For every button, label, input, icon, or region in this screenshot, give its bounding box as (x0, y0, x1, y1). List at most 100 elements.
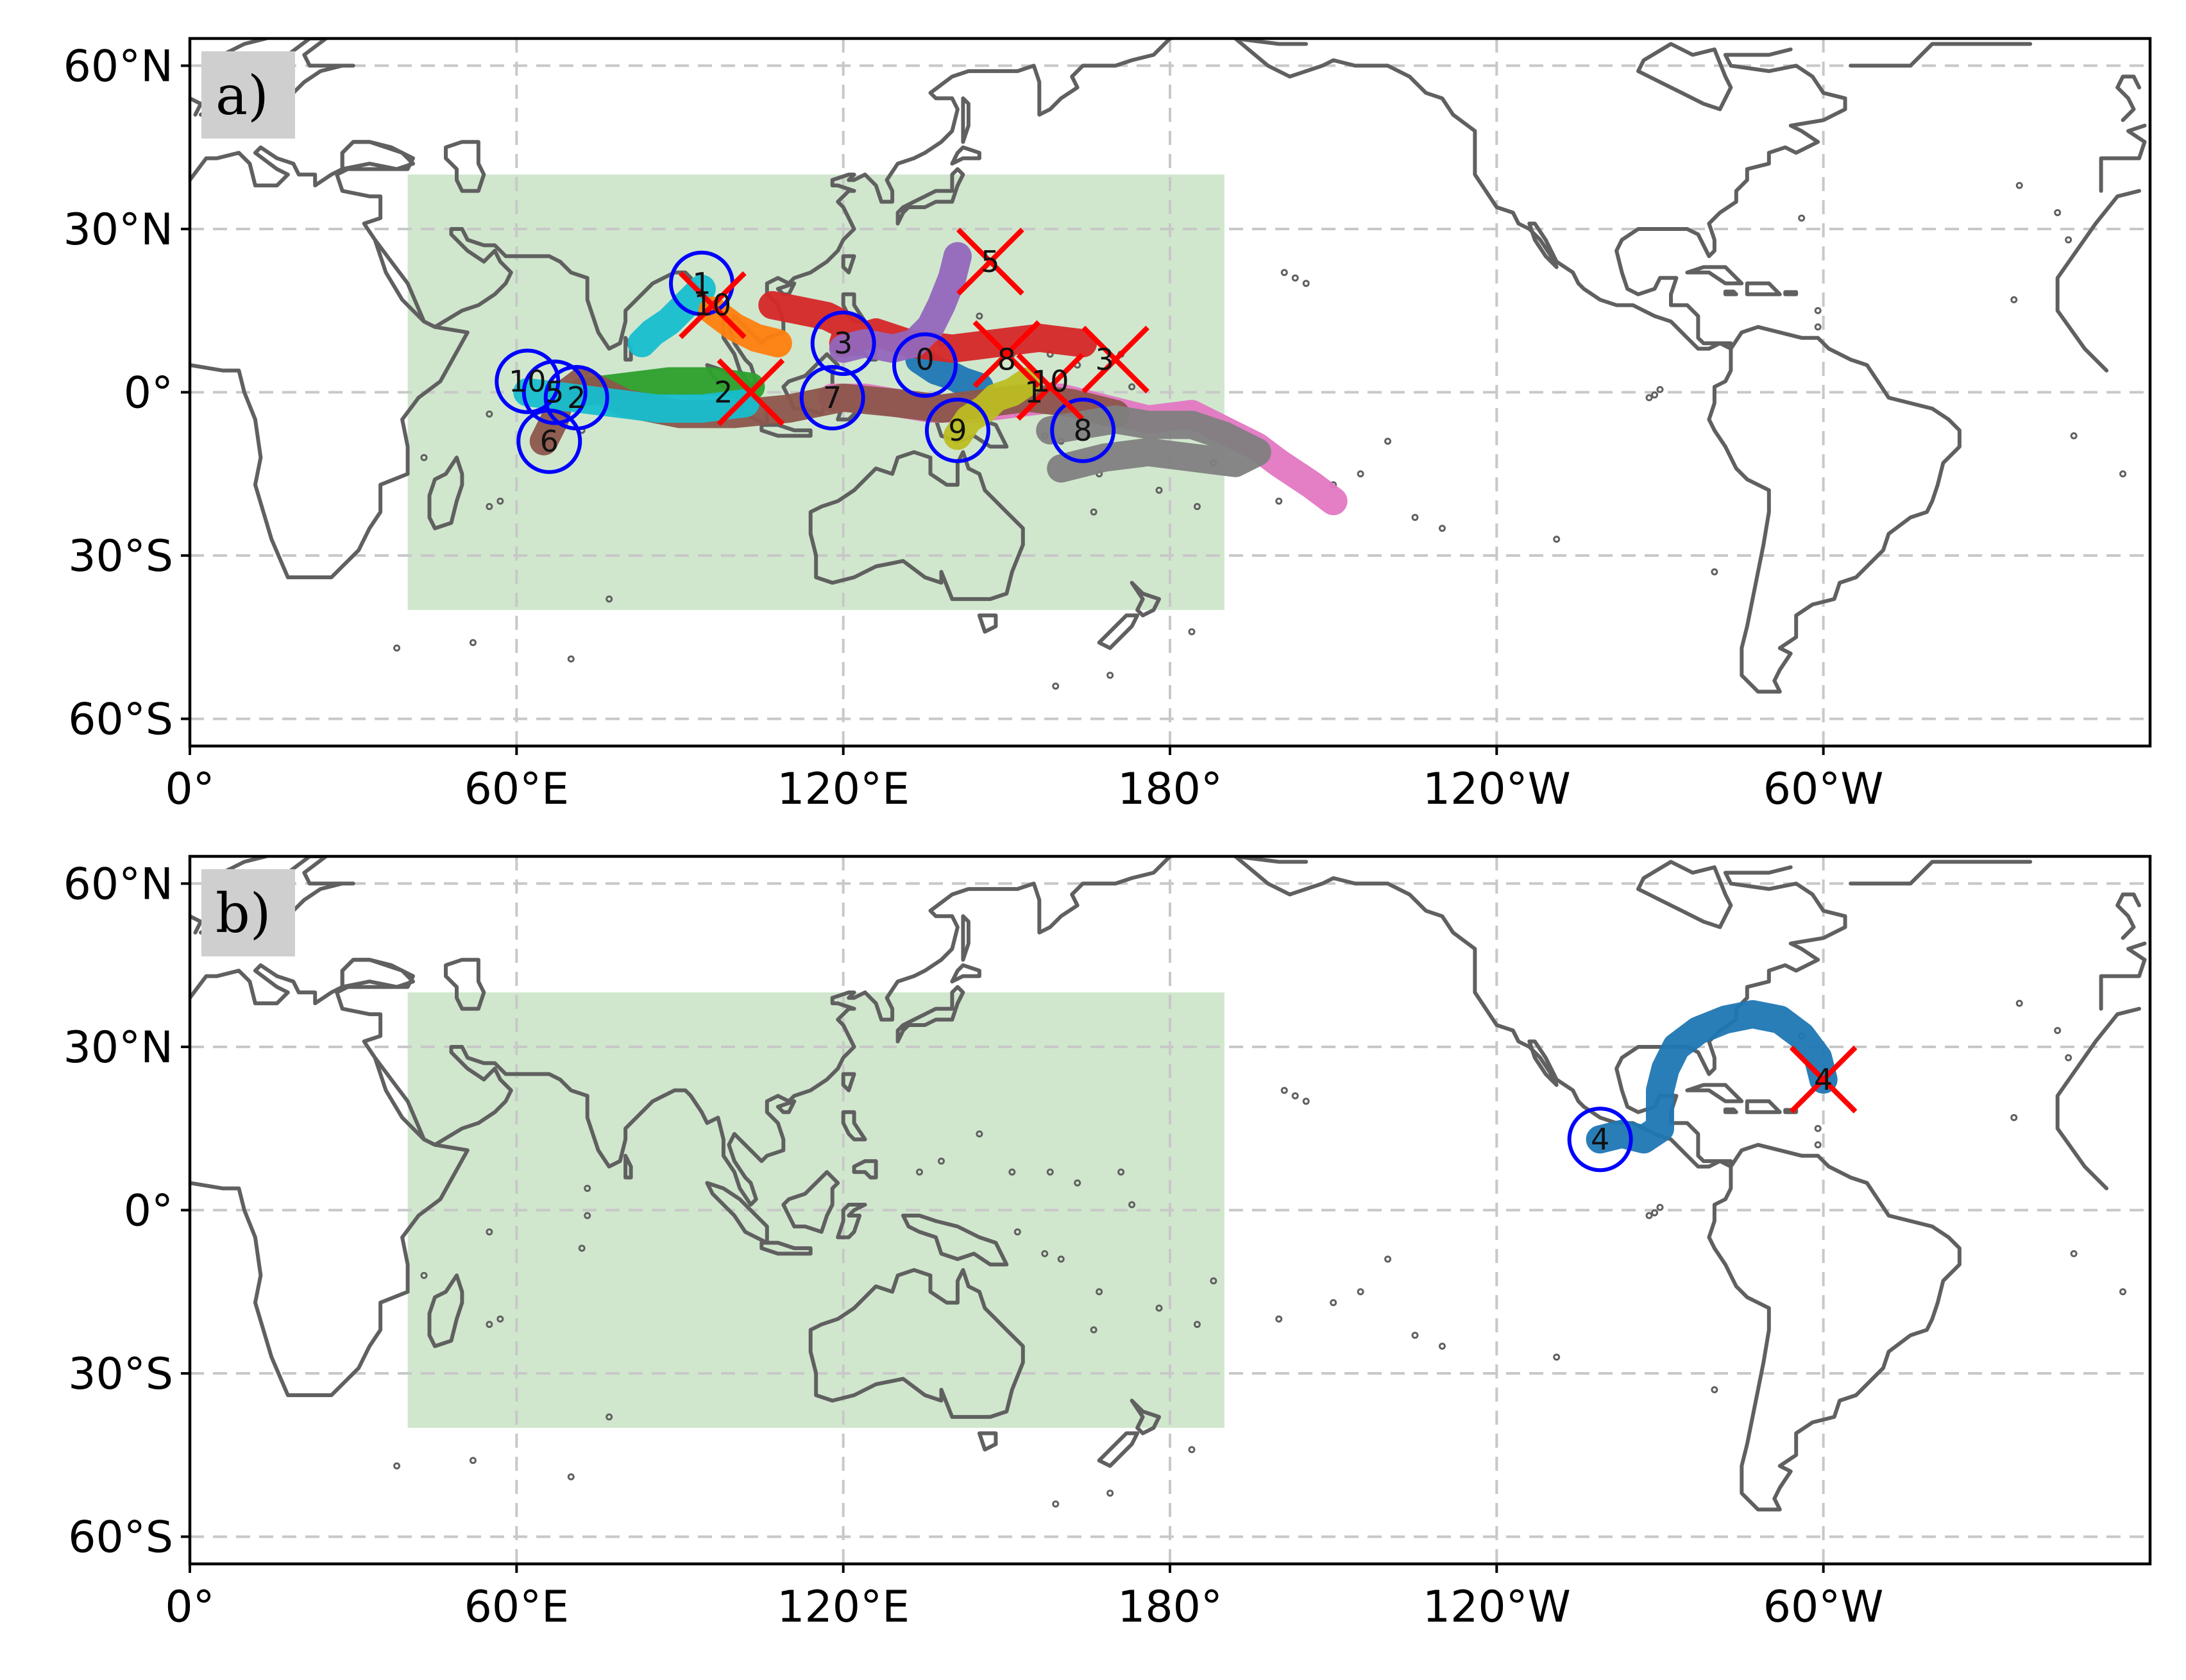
coastline (836, 1203, 867, 1239)
island (1814, 1141, 1822, 1149)
coastline (977, 613, 998, 634)
track-start-circle (892, 332, 958, 398)
island (486, 410, 493, 418)
island (1155, 486, 1163, 494)
track-number-label: 8 (997, 343, 1016, 377)
island (486, 503, 493, 511)
island (1275, 497, 1283, 505)
island (1057, 1255, 1065, 1263)
coastline (444, 958, 486, 1011)
island (1438, 1343, 1446, 1350)
coastline (340, 140, 415, 171)
track-start-circle (1567, 1107, 1633, 1173)
x-tick-label: 180° (1117, 1582, 1223, 1633)
island (567, 1473, 575, 1481)
x-tick-label: 120°E (777, 1582, 910, 1633)
island (2070, 1250, 2078, 1257)
coastline (841, 1072, 856, 1092)
track-number-label: 8 (1074, 413, 1092, 448)
coastline (705, 1181, 769, 1245)
island (1193, 503, 1201, 511)
coastline (444, 140, 486, 193)
island (1106, 1489, 1114, 1497)
coastline (1745, 281, 1782, 296)
x-tick-label: 120°E (777, 764, 910, 815)
coastline (1233, 856, 1309, 864)
track-number-label: 2 (714, 375, 733, 410)
island (1384, 1255, 1392, 1263)
island (1302, 1098, 1310, 1105)
island (1280, 1087, 1288, 1094)
coastline (190, 958, 470, 1397)
svg-text:a): a) (216, 64, 269, 127)
island (1008, 1168, 1016, 1176)
island (2119, 470, 2127, 478)
island (1046, 1168, 1054, 1176)
track-end-marker (972, 320, 1041, 388)
island (420, 1271, 428, 1279)
coastline (1097, 613, 1140, 650)
x-tick-label: 180° (1117, 764, 1223, 815)
track-start-circle (495, 348, 561, 414)
island (1193, 1321, 1201, 1328)
map-panel-b: 4 4 b) 0° 60°E 120°E 180° 120°W 60°W 60°N 30°N 0° 30… (64, 854, 2152, 1633)
island (1210, 1277, 1217, 1285)
track-start-circle (799, 364, 865, 430)
coastline (190, 914, 203, 935)
island (2010, 296, 2018, 303)
island (1651, 1209, 1659, 1217)
coastline (1636, 42, 1733, 112)
island (1128, 1201, 1136, 1209)
island (937, 1157, 945, 1165)
island (1117, 1168, 1125, 1176)
coastline (2115, 189, 2141, 199)
coastline (901, 1214, 1009, 1267)
track-start-circle (1050, 397, 1116, 463)
island (393, 644, 401, 652)
y-tick-label: 30°S (68, 1349, 173, 1400)
x-tick-label: 0° (165, 764, 214, 815)
track-start-circle (810, 310, 876, 377)
island (2054, 1027, 2062, 1035)
island (1096, 1288, 1103, 1296)
island (1013, 1228, 1021, 1235)
coastline (961, 96, 970, 144)
storm-tracks (1586, 1000, 1838, 1154)
coastline (1723, 289, 1738, 296)
island (1291, 274, 1299, 282)
island (1280, 269, 1288, 276)
coastline (895, 985, 965, 1044)
track-4 (1586, 1000, 1838, 1154)
island (1438, 525, 1446, 532)
track-4 (513, 378, 759, 423)
island (1291, 1092, 1299, 1099)
island (1411, 514, 1419, 522)
island (469, 1457, 477, 1464)
coastline (1233, 38, 1309, 46)
island (393, 1462, 401, 1470)
coastline (1685, 1083, 1744, 1103)
island (486, 1228, 493, 1235)
coastline (1707, 325, 1961, 694)
track-number-label: 4 (1591, 1122, 1609, 1157)
track-end-marker (1789, 1046, 1858, 1114)
coastline (1707, 1142, 1961, 1512)
coastline (961, 914, 970, 962)
track-number-label: 10 (509, 364, 546, 399)
coastline (427, 1273, 464, 1348)
coastline (1685, 265, 1744, 285)
coastline (1233, 38, 1847, 351)
island (1711, 568, 1718, 575)
coastline (1783, 290, 1799, 296)
track-end-marker (679, 271, 747, 339)
coastline (373, 856, 1172, 1207)
coastline (1130, 1398, 1161, 1436)
track-number-label: 0 (915, 343, 934, 377)
x-tick-label: 120°W (1423, 1582, 1571, 1633)
coastline (1745, 1099, 1782, 1114)
track-9 (943, 367, 1043, 450)
island (2065, 1054, 2072, 1062)
y-tick-label: 30°N (64, 1022, 173, 1073)
coastline (1636, 860, 1733, 929)
